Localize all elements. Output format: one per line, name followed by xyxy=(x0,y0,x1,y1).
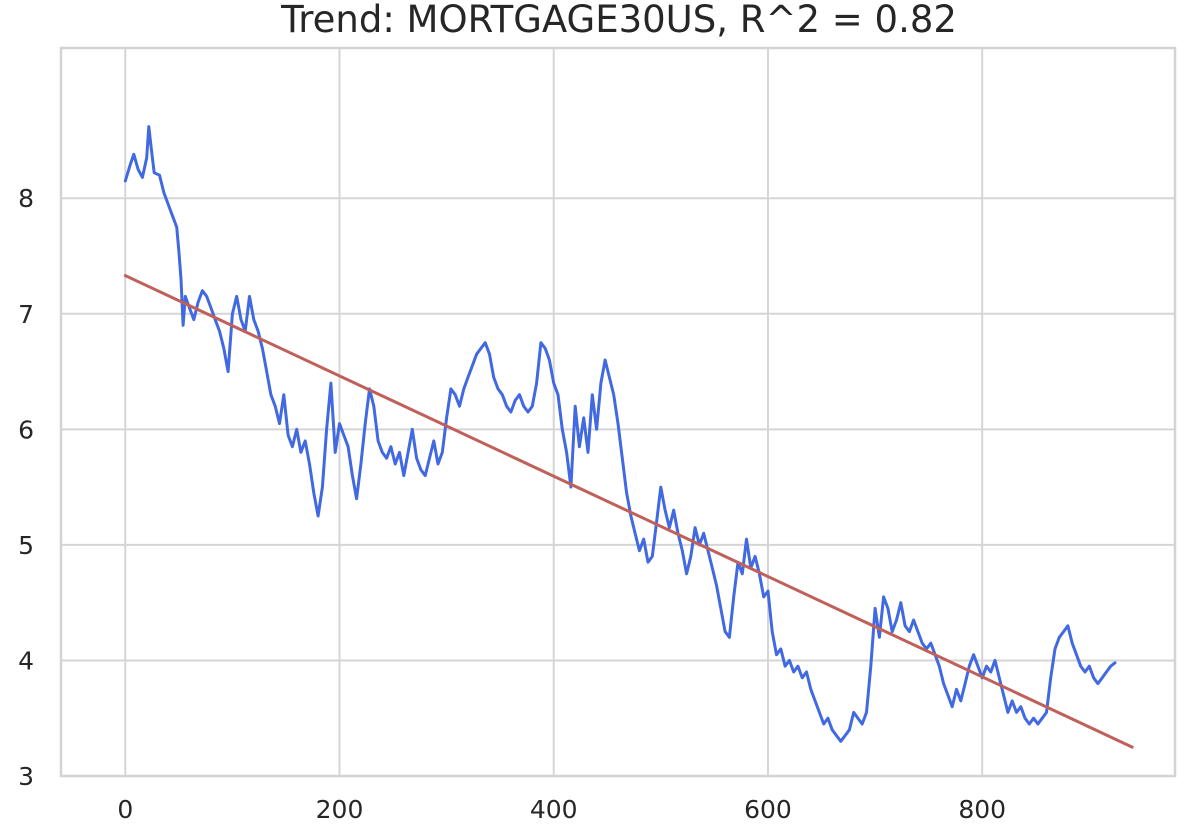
trend-fit-line xyxy=(123,274,1134,749)
y-tick-label: 8 xyxy=(18,184,34,213)
y-tick-label: 6 xyxy=(18,415,34,444)
x-tick-label: 200 xyxy=(316,795,364,824)
x-tick-label: 800 xyxy=(958,795,1006,824)
plot-area xyxy=(59,46,1177,778)
y-axis-ticks: 3 4 5 6 7 8 xyxy=(18,184,34,791)
y-tick-label: 3 xyxy=(18,762,34,791)
chart-title: Trend: MORTGAGE30US, R^2 = 0.82 xyxy=(280,0,957,41)
x-tick-label: 600 xyxy=(744,795,792,824)
series-layer xyxy=(123,125,1134,749)
x-tick-label: 400 xyxy=(530,795,578,824)
data-series-line xyxy=(123,125,1117,743)
x-axis-ticks: 0 200 400 600 800 xyxy=(117,795,1006,824)
x-tick-label: 0 xyxy=(117,795,133,824)
y-tick-label: 4 xyxy=(18,646,34,675)
y-tick-label: 7 xyxy=(18,300,34,329)
y-tick-label: 5 xyxy=(18,531,34,560)
